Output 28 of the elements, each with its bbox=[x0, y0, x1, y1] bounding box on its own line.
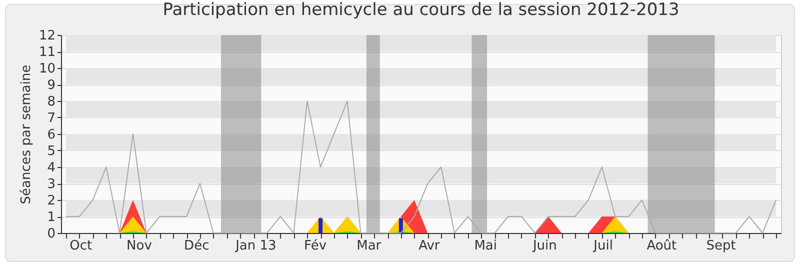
y-axis-title: Séances par semaine bbox=[18, 64, 34, 204]
y-tick-label: 1 bbox=[47, 210, 56, 225]
x-tick-label: Jan 13 bbox=[234, 238, 276, 254]
y-tick-label: 8 bbox=[47, 94, 56, 110]
y-tick-label: 9 bbox=[47, 78, 56, 93]
y-tick-label: 4 bbox=[47, 160, 56, 176]
x-tick-label: Fév bbox=[304, 238, 327, 254]
x-tick-label: Juil bbox=[592, 238, 613, 254]
y-tick-label: 11 bbox=[38, 45, 56, 60]
x-tick-label: Mai bbox=[474, 238, 498, 254]
x-tick-label: Sept bbox=[706, 238, 736, 254]
x-tick-label: Août bbox=[646, 238, 677, 254]
y-tick-label: 12 bbox=[38, 28, 56, 44]
x-tick-label: Juin bbox=[532, 238, 557, 254]
x-tick-label: Avr bbox=[418, 238, 440, 254]
x-tick-label: Mar bbox=[356, 238, 382, 254]
y-tick-label: 3 bbox=[47, 177, 56, 192]
chart-title: Participation en hemicycle au cours de la session 2012-2013 bbox=[162, 0, 680, 20]
y-tick-label: 7 bbox=[47, 111, 56, 126]
y-tick-label: 5 bbox=[47, 144, 56, 159]
y-tick-label: 6 bbox=[47, 128, 56, 142]
x-tick-label: Déc bbox=[184, 238, 210, 254]
y-tick-label: 0 bbox=[47, 226, 56, 242]
line-series bbox=[66, 100, 776, 234]
x-tick-label: Nov bbox=[126, 238, 152, 254]
y-tick-label: 2 bbox=[47, 194, 56, 208]
x-tick-label: Oct bbox=[70, 238, 92, 254]
y-tick-label: 10 bbox=[38, 62, 56, 76]
